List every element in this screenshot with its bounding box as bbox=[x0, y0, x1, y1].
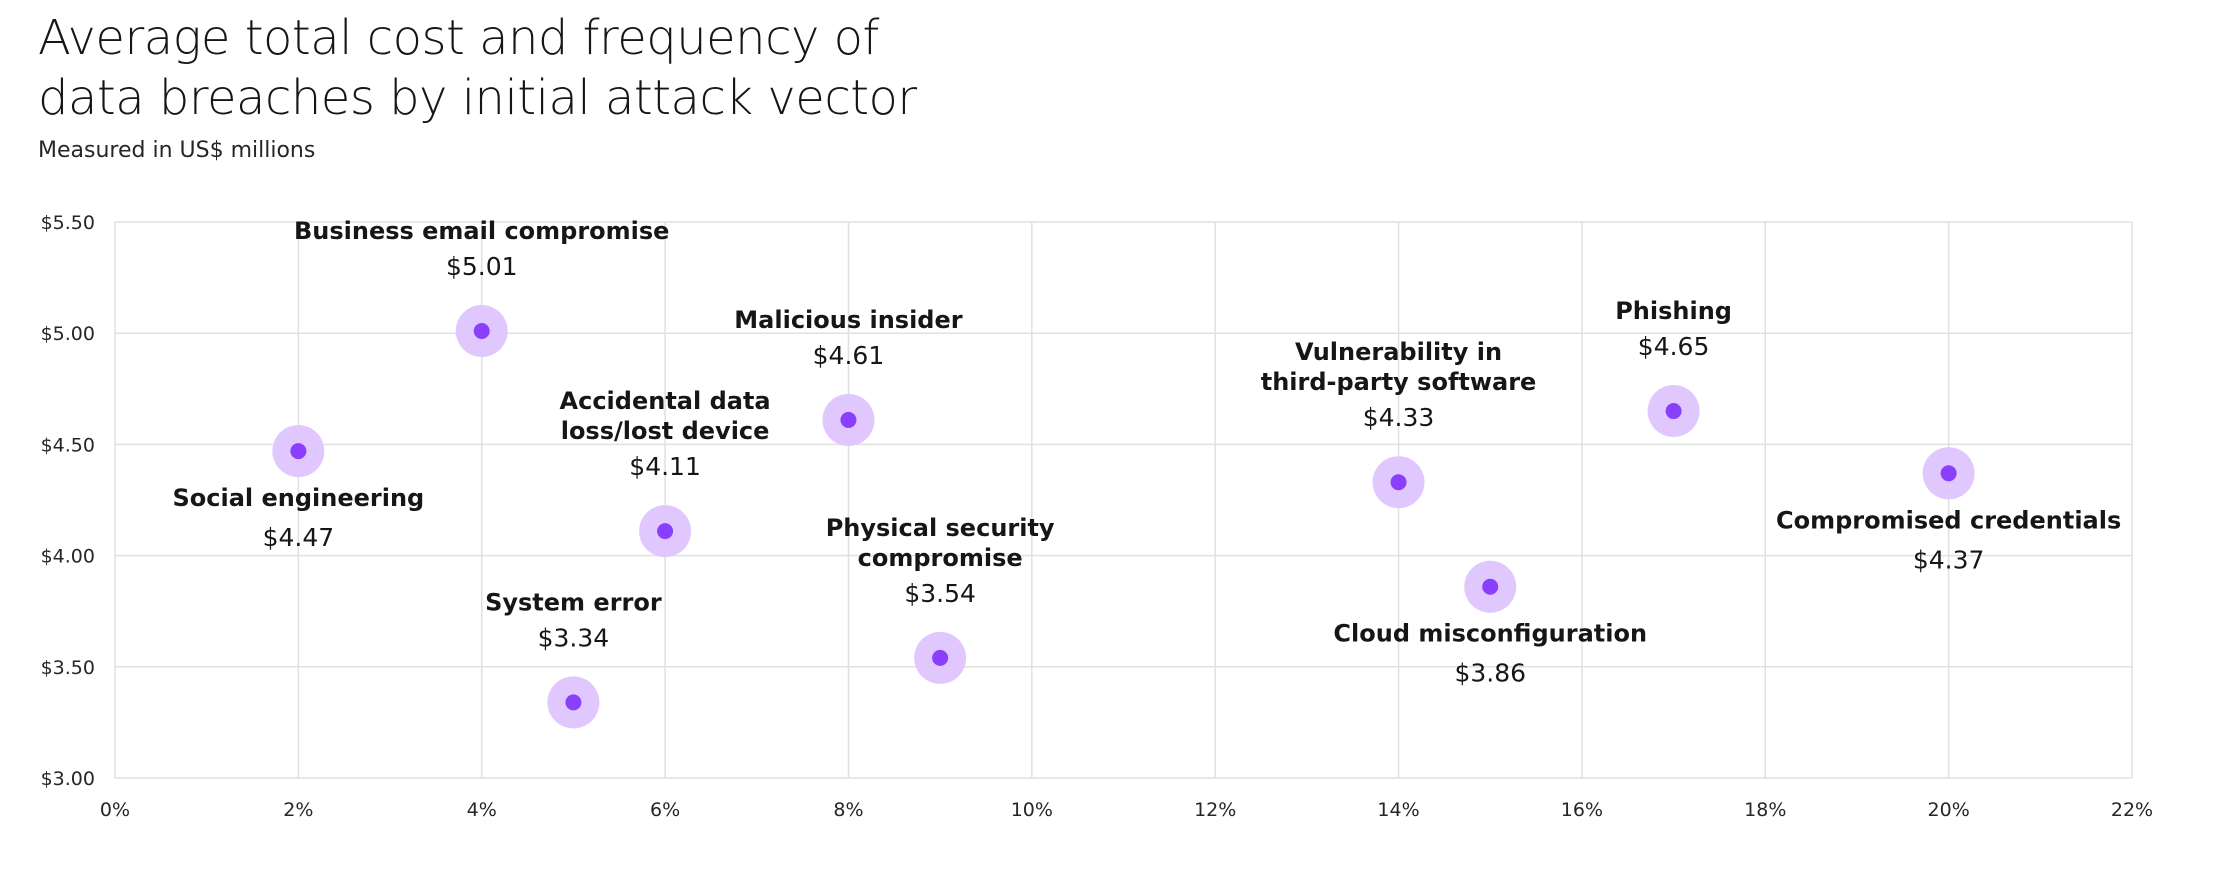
data-point-label: Phishing bbox=[1615, 297, 1732, 325]
x-tick-label: 0% bbox=[100, 799, 130, 821]
data-point-label: System error bbox=[485, 588, 662, 616]
data-point bbox=[290, 443, 307, 460]
x-tick-label: 6% bbox=[650, 799, 680, 821]
data-point bbox=[473, 322, 490, 339]
y-tick-label: $5.50 bbox=[41, 212, 95, 234]
x-tick-label: 10% bbox=[1011, 799, 1053, 821]
data-point-label: third-party software bbox=[1261, 368, 1537, 396]
data-point-value: $3.86 bbox=[1454, 659, 1526, 688]
data-points bbox=[272, 304, 1975, 729]
chart-title-line-2: data breaches by initial attack vector bbox=[38, 70, 917, 126]
data-point-label: Malicious insider bbox=[734, 306, 962, 334]
x-tick-label: 16% bbox=[1561, 799, 1603, 821]
data-point-label: Cloud misconfiguration bbox=[1333, 620, 1647, 648]
data-point-label: Accidental data bbox=[560, 387, 771, 415]
x-tick-label: 2% bbox=[283, 799, 313, 821]
data-labels: Social engineering $4.47 Business email co… bbox=[172, 217, 2121, 688]
data-point-value: $3.34 bbox=[538, 623, 610, 652]
chart-title: Average total cost and frequency of data… bbox=[38, 8, 938, 128]
data-point-label: Vulnerability in bbox=[1295, 338, 1502, 366]
chart-title-line-1: Average total cost and frequency of bbox=[38, 10, 879, 66]
data-point-value: $4.65 bbox=[1638, 332, 1710, 361]
x-tick-label: 4% bbox=[467, 799, 497, 821]
data-point bbox=[840, 411, 857, 428]
data-point bbox=[1390, 474, 1407, 491]
data-point-label: loss/lost device bbox=[561, 417, 770, 445]
data-point-label: Physical security bbox=[826, 514, 1055, 542]
data-point-value: $4.11 bbox=[629, 452, 701, 481]
data-point-value: $4.47 bbox=[263, 523, 335, 552]
data-point bbox=[1482, 578, 1499, 595]
data-point bbox=[565, 694, 582, 711]
axis-ticks: 0% 2% 4% 6% 8% 10% 12% 14% 16% 18% 20% 22% $5.50 $5.0… bbox=[41, 212, 2154, 821]
data-point-label: Compromised credentials bbox=[1776, 506, 2121, 534]
data-point bbox=[932, 649, 949, 666]
y-tick-label: $4.50 bbox=[41, 434, 95, 456]
data-point bbox=[1665, 403, 1682, 420]
chart-subtitle: Measured in US$ millions bbox=[38, 138, 316, 163]
x-tick-label: 12% bbox=[1194, 799, 1236, 821]
data-point-label: Social engineering bbox=[172, 484, 424, 512]
y-tick-label: $3.50 bbox=[41, 657, 95, 679]
data-point-value: $3.54 bbox=[904, 579, 976, 608]
data-point-value: $4.61 bbox=[813, 341, 885, 370]
data-point bbox=[1940, 465, 1957, 482]
data-point-value: $4.37 bbox=[1913, 545, 1985, 574]
data-point-label: compromise bbox=[858, 544, 1023, 572]
x-tick-label: 22% bbox=[2111, 799, 2153, 821]
x-tick-label: 18% bbox=[1744, 799, 1786, 821]
data-point bbox=[657, 523, 674, 540]
y-tick-label: $4.00 bbox=[41, 546, 95, 568]
x-tick-label: 20% bbox=[1928, 799, 1970, 821]
data-point-value: $5.01 bbox=[446, 252, 518, 281]
y-tick-label: $5.00 bbox=[41, 323, 95, 345]
data-point-label: Business email compromise bbox=[294, 217, 670, 245]
data-point-value: $4.33 bbox=[1363, 403, 1435, 432]
x-tick-label: 8% bbox=[833, 799, 863, 821]
y-tick-label: $3.00 bbox=[41, 768, 95, 790]
x-tick-label: 14% bbox=[1377, 799, 1419, 821]
